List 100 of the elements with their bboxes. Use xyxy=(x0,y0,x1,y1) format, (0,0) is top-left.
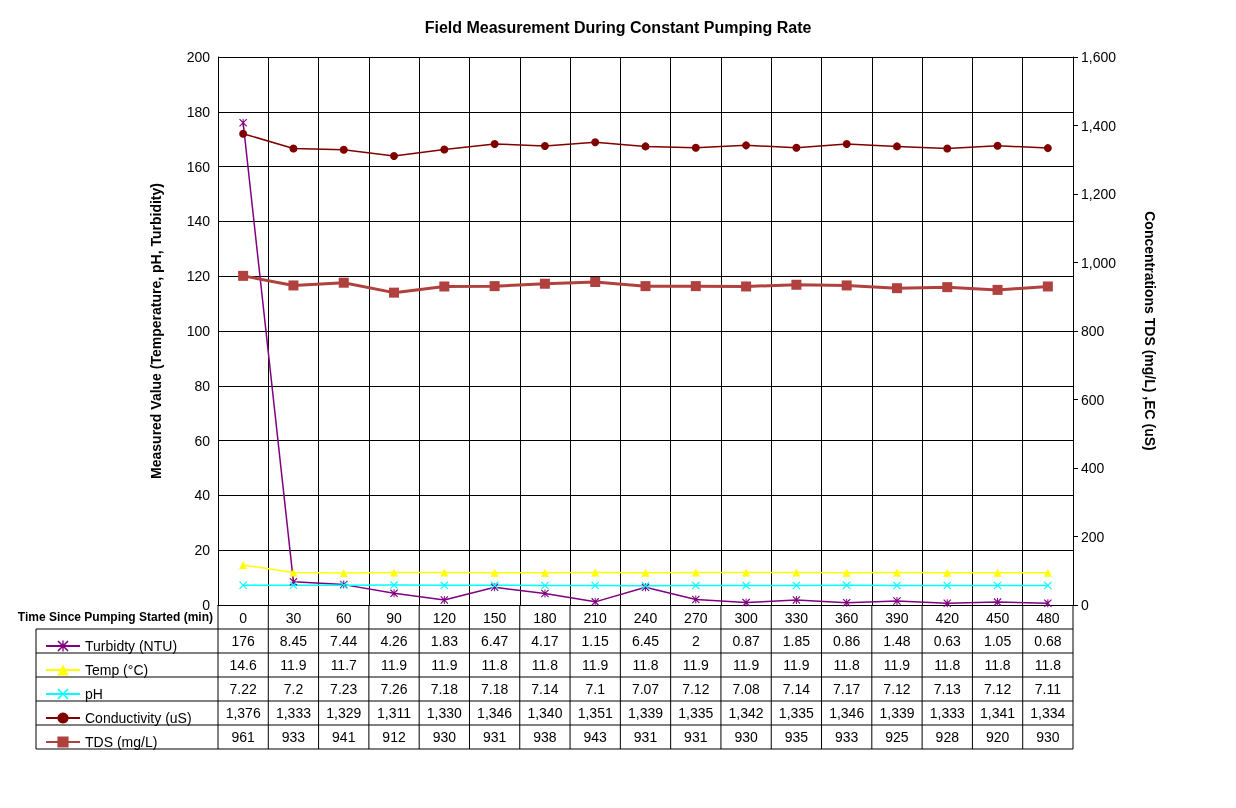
data-label: 1,333 xyxy=(275,705,312,721)
y2-tick-label: 800 xyxy=(1081,323,1105,339)
data-label: 1.83 xyxy=(430,633,459,649)
y-tick-label: 80 xyxy=(194,377,211,394)
x-tick-label: 390 xyxy=(885,610,909,626)
x-tick-label: 360 xyxy=(835,610,859,626)
data-label: 1,339 xyxy=(627,705,664,721)
data-label: 930 xyxy=(432,729,457,745)
y-tick-label: 60 xyxy=(194,432,211,449)
y-tick-label: 140 xyxy=(186,213,211,230)
data-label: 7.12 xyxy=(883,681,911,697)
data-label: 7.12 xyxy=(983,681,1012,697)
data-label: 925 xyxy=(885,729,909,745)
data-label: 1,346 xyxy=(477,705,513,721)
data-label: 11.9 xyxy=(682,657,710,673)
x-tick-label: 210 xyxy=(583,610,608,626)
data-label: 943 xyxy=(583,729,608,745)
y2-tick-label: 1,600 xyxy=(1081,49,1117,65)
x-tick-label: 270 xyxy=(684,610,708,626)
data-label: 7.17 xyxy=(833,681,861,697)
x-tick-label: 0 xyxy=(239,610,248,626)
data-label: 1,334 xyxy=(1030,705,1066,721)
data-label: 941 xyxy=(332,729,356,745)
data-label: 1.48 xyxy=(883,633,911,649)
data-label: 1,311 xyxy=(377,705,412,721)
data-label: 931 xyxy=(633,729,658,745)
data-label: 1,351 xyxy=(577,705,613,721)
data-label: 1,333 xyxy=(929,705,965,721)
data-label: 7.23 xyxy=(330,681,358,697)
data-label: 0.86 xyxy=(833,633,861,649)
data-label: 6.47 xyxy=(480,633,509,649)
y2-tick-label: 1,200 xyxy=(1081,186,1117,202)
data-label: 1,346 xyxy=(829,705,865,721)
data-label: 1.85 xyxy=(782,633,811,649)
data-label: 933 xyxy=(835,729,859,745)
data-label: 6.45 xyxy=(631,633,660,649)
data-label: 7.12 xyxy=(682,681,710,697)
y-tick-label: 40 xyxy=(194,487,211,504)
data-label: 931 xyxy=(482,729,507,745)
data-label: 1,339 xyxy=(879,705,915,721)
data-label: 920 xyxy=(985,729,1010,745)
data-label: 1,376 xyxy=(225,705,261,721)
data-label: 912 xyxy=(382,729,406,745)
data-label: 931 xyxy=(684,729,708,745)
data-label: 11.8 xyxy=(934,657,961,673)
x-tick-label: 30 xyxy=(285,610,302,626)
data-label: 11.8 xyxy=(481,657,508,673)
x-axis-title: Time Since Pumping Started (min) xyxy=(17,610,213,624)
y2-tick-label: 1,000 xyxy=(1081,254,1117,271)
data-label: 7.18 xyxy=(430,681,459,697)
data-label: 933 xyxy=(281,729,306,745)
data-label: 1,335 xyxy=(678,705,714,721)
data-label: 0.87 xyxy=(732,633,760,649)
data-label: 1,335 xyxy=(778,705,815,721)
x-tick-label: 180 xyxy=(533,610,557,626)
data-label: 11.9 xyxy=(783,657,810,673)
data-label: 11.9 xyxy=(431,657,458,673)
data-label: 0.68 xyxy=(1034,633,1062,649)
x-tick-label: 90 xyxy=(386,610,403,626)
data-label: 8.45 xyxy=(279,633,308,649)
data-label: 11.9 xyxy=(380,657,408,673)
data-label: 11.8 xyxy=(984,657,1011,673)
data-label: 7.22 xyxy=(229,681,257,697)
y-tick-label: 200 xyxy=(186,49,211,65)
data-label: 1,329 xyxy=(326,705,362,721)
y2-tick-label: 600 xyxy=(1081,391,1105,408)
data-label: 11.9 xyxy=(582,657,609,673)
data-label: 7.2 xyxy=(283,681,304,697)
legend-label: Turbidty (NTU) xyxy=(85,638,178,654)
data-label: 930 xyxy=(1036,729,1060,745)
data-label: 938 xyxy=(533,729,557,745)
data-label: 11.8 xyxy=(1034,657,1062,673)
y-tick-label: 100 xyxy=(186,323,211,339)
x-tick-label: 420 xyxy=(935,610,960,626)
y-tick-label: 0 xyxy=(202,597,211,613)
data-label: 7.18 xyxy=(480,681,509,697)
data-label: 0.63 xyxy=(933,633,962,649)
data-label: 935 xyxy=(784,729,809,745)
data-label: 11.7 xyxy=(330,657,358,673)
x-tick-label: 120 xyxy=(432,610,457,626)
data-label: 11.9 xyxy=(732,657,760,673)
x-tick-label: 330 xyxy=(784,610,809,626)
y-axis-title: Measured Value (Temperature, pH, Turbidity) xyxy=(148,183,164,479)
data-label: 1,330 xyxy=(426,705,463,721)
x-tick-label: 480 xyxy=(1036,610,1060,626)
data-label: 7.1 xyxy=(585,681,606,697)
data-label: 2 xyxy=(691,633,700,649)
data-label: 1.05 xyxy=(983,633,1012,649)
x-tick-label: 150 xyxy=(482,610,507,626)
data-label: 4.26 xyxy=(380,633,408,649)
legend-label: pH xyxy=(85,686,103,702)
x-tick-label: 450 xyxy=(985,610,1010,626)
y-tick-label: 160 xyxy=(186,158,211,175)
data-label: 14.6 xyxy=(229,657,257,673)
y-tick-label: 180 xyxy=(186,103,211,120)
data-label: 7.08 xyxy=(732,681,760,697)
legend-label: Temp (°C) xyxy=(85,662,149,678)
data-label: 7.14 xyxy=(782,681,811,697)
y2-tick-label: 400 xyxy=(1081,460,1105,476)
y2-tick-label: 0 xyxy=(1081,597,1089,613)
